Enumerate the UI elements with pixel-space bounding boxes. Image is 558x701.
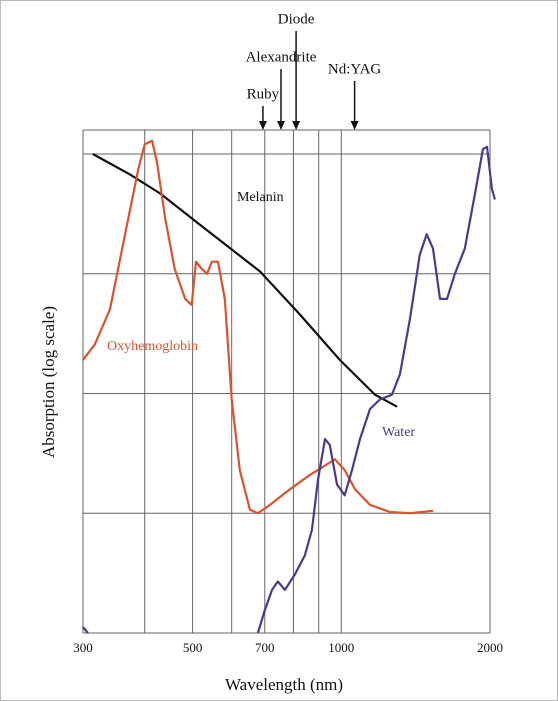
- laser-label: Ruby: [247, 86, 280, 102]
- x-tick-label: 700: [255, 640, 275, 655]
- x-tick-label: 500: [183, 640, 203, 655]
- x-tick-label: 300: [73, 640, 93, 655]
- laser-label: Nd:YAG: [328, 61, 382, 77]
- series-label: Water: [382, 425, 415, 440]
- laser-label: Diode: [278, 11, 315, 27]
- laser-label: Alexandrite: [246, 49, 317, 65]
- x-axis-label: Wavelength (nm): [225, 675, 343, 694]
- laser-arrowhead: [258, 121, 267, 130]
- laser-arrowhead: [277, 121, 286, 130]
- y-axis-label: Absorption (log scale): [39, 306, 58, 458]
- laser-arrowhead: [292, 121, 301, 130]
- x-tick-label: 2000: [477, 640, 503, 655]
- series-label: Oxyhemoglobin: [107, 339, 198, 354]
- series-line: [82, 139, 434, 515]
- series-line: [92, 153, 398, 408]
- series-label: Melanin: [237, 190, 284, 205]
- series-line: [82, 145, 496, 634]
- x-tick-label: 1000: [328, 640, 354, 655]
- laser-arrowhead: [350, 121, 359, 130]
